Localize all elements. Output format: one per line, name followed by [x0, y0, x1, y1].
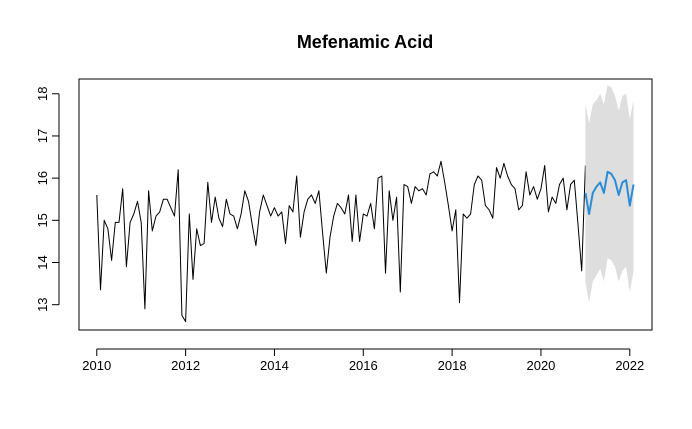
history-series-line — [96, 160, 586, 323]
y-tick-label: 13 — [35, 297, 50, 311]
x-tick-label: 2018 — [438, 358, 467, 373]
y-tick-label: 17 — [35, 129, 50, 143]
y-tick-label: 18 — [35, 87, 50, 101]
plot-frame — [78, 78, 653, 331]
chart-title: Mefenamic Acid — [297, 32, 433, 52]
forecast-interval-band — [585, 85, 634, 303]
x-axis: 2010 2012 2014 2016 2018 2020 2022 — [82, 348, 644, 373]
y-tick-label: 15 — [35, 213, 50, 227]
plot-area — [96, 85, 635, 323]
x-tick-label: 2010 — [82, 358, 111, 373]
x-tick-label: 2022 — [615, 358, 644, 373]
forecast-series-line — [584, 170, 635, 215]
y-tick-label: 14 — [35, 255, 50, 269]
x-tick-label: 2020 — [526, 358, 555, 373]
x-tick-label: 2012 — [171, 358, 200, 373]
y-tick-label: 16 — [35, 171, 50, 185]
x-tick-label: 2014 — [260, 358, 289, 373]
x-tick-label: 2016 — [349, 358, 378, 373]
y-axis: 13 14 15 16 17 18 — [35, 87, 60, 312]
